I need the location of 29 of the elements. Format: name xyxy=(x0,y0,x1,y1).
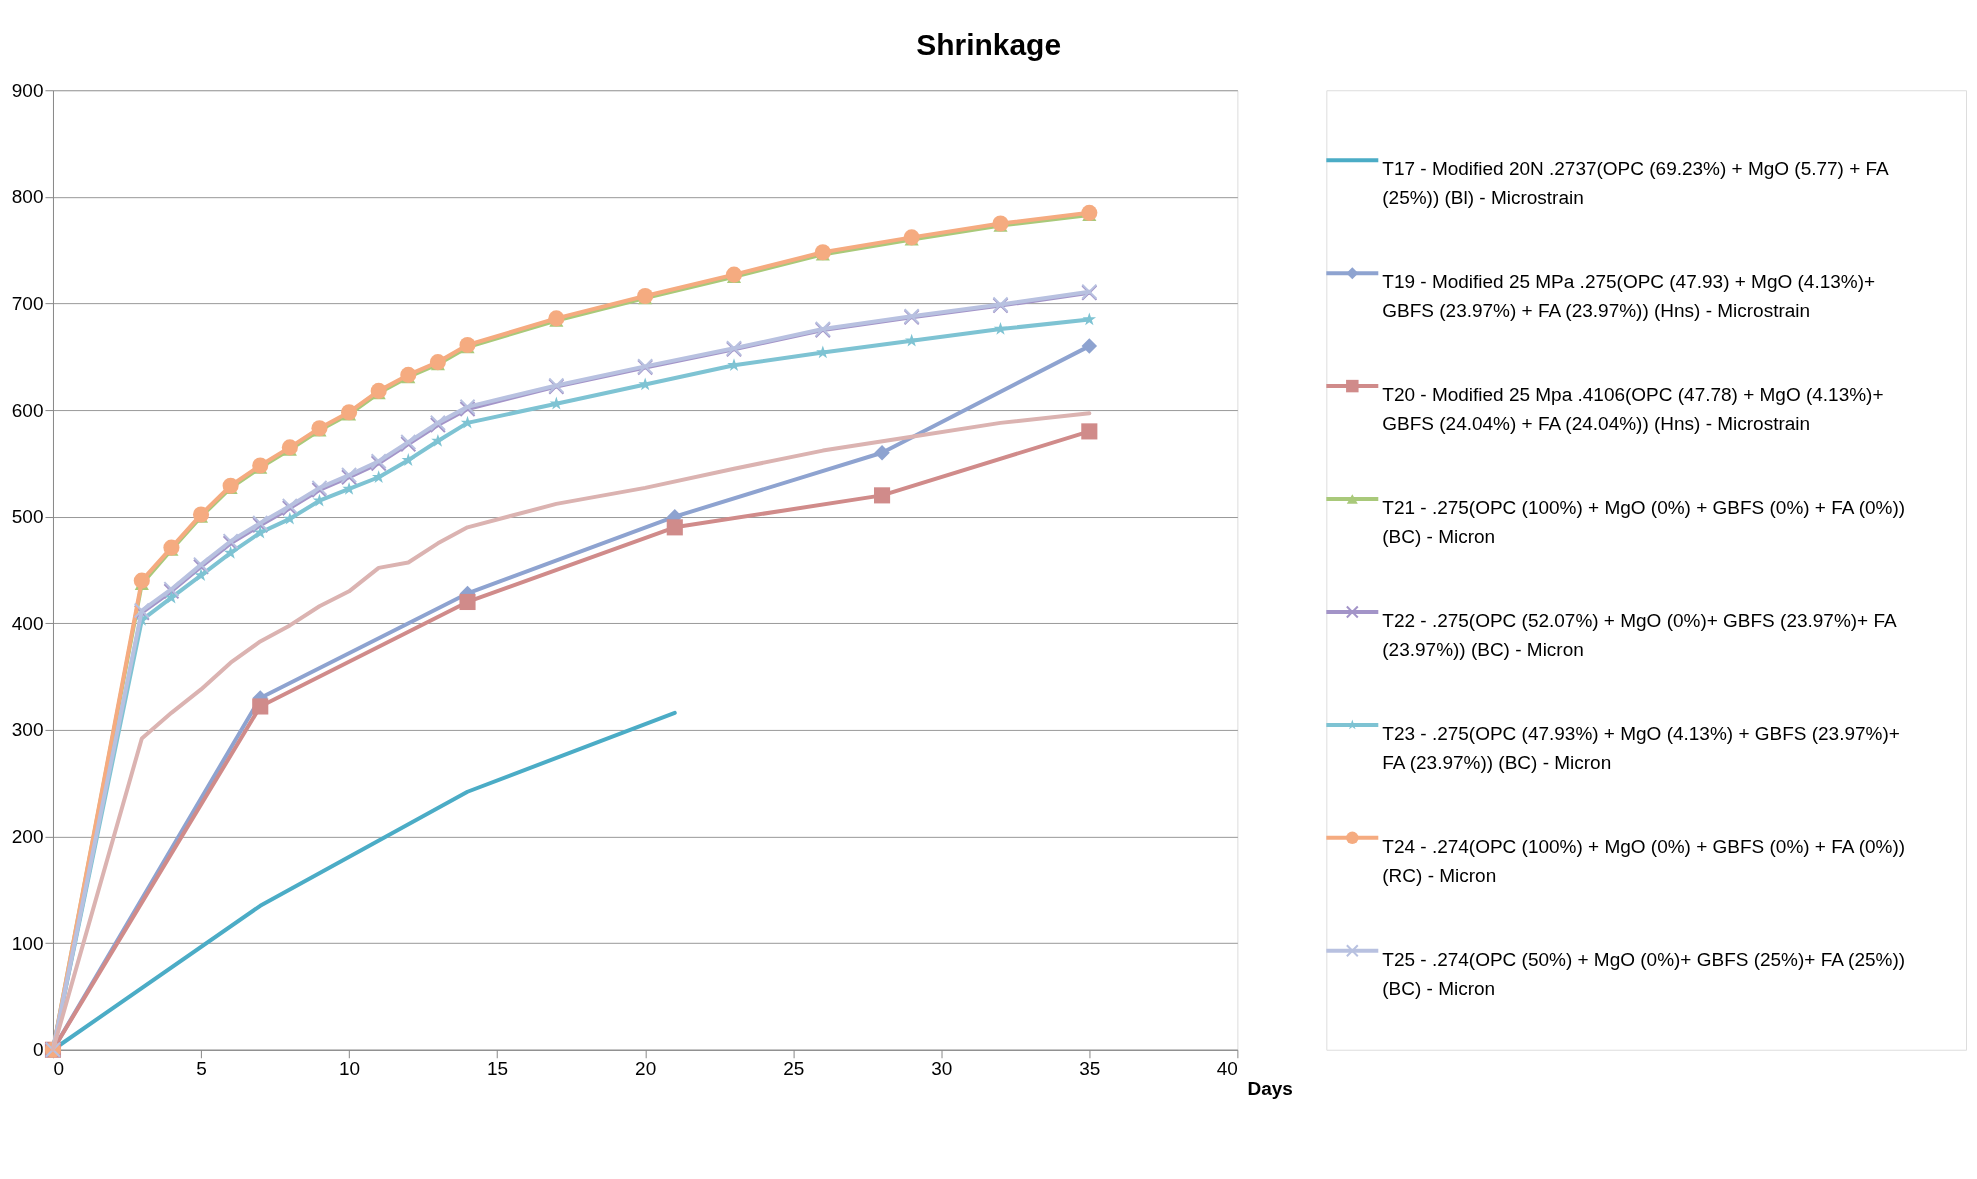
y-tick-label: 300 xyxy=(11,719,44,741)
x-tick-label: 40 xyxy=(1216,1058,1238,1080)
x-tick-label: 35 xyxy=(1079,1058,1101,1080)
legend-label: T25 - .274(OPC (50%) + MgO (0%)+ GBFS (25%)+ FA (25%)) (BC) - Micron xyxy=(1382,948,1906,999)
x-tick-label: 15 xyxy=(487,1058,509,1080)
y-tick-label: 600 xyxy=(11,399,44,421)
y-tick-label: 800 xyxy=(11,186,44,208)
x-tick-label: 5 xyxy=(196,1058,207,1080)
y-tick-label: 500 xyxy=(11,506,44,528)
x-tick-label: 10 xyxy=(339,1058,361,1080)
x-tick-label: 20 xyxy=(635,1058,657,1080)
legend-label: T17 - Modified 20N .2737(OPC (69.23%) + MgO (5.77) + FA (25%)) (Bl) - Microstrain xyxy=(1382,158,1890,209)
legend-label: T20 - Modified 25 Mpa .4106(OPC (47.78) + MgO (4.13%)+ GBFS (24.04%) + FA (24.04%)) (Hns) - Microstrain xyxy=(1382,384,1884,435)
x-tick-label: 25 xyxy=(783,1058,805,1080)
chart-title: Shrinkage xyxy=(916,27,1062,61)
y-tick-label: 400 xyxy=(11,612,44,634)
x-axis-title: Days xyxy=(1247,1078,1293,1100)
y-tick-label: 700 xyxy=(11,292,44,314)
y-tick-label: 100 xyxy=(11,932,44,954)
legend-label: T24 - .274(OPC (100%) + MgO (0%) + GBFS (0%) + FA (0%)) (RC) - Micron xyxy=(1382,835,1906,886)
legend-label: T19 - Modified 25 MPa .275(OPC (47.93) + MgO (4.13%)+ GBFS (23.97%) + FA (23.97%)) (Hns) - Microstrain xyxy=(1382,271,1876,322)
legend-label: T22 - .275(OPC (52.07%) + MgO (0%)+ GBFS (23.97%)+ FA (23.97%)) (BC) - Micron xyxy=(1382,609,1897,660)
legend-label: T21 - .275(OPC (100%) + MgO (0%) + GBFS (0%) + FA (0%)) (BC) - Micron xyxy=(1382,497,1906,548)
x-tick-label: 30 xyxy=(931,1058,953,1080)
legend-label: T23 - .275(OPC (47.93%) + MgO (4.13%) + GBFS (23.97%)+ FA (23.97%)) (BC) - Micron xyxy=(1382,722,1900,773)
y-tick-label: 200 xyxy=(11,826,44,848)
y-tick-label: 900 xyxy=(11,79,44,101)
y-tick-label: 0 xyxy=(32,1039,44,1061)
x-tick-label: 0 xyxy=(53,1058,65,1080)
